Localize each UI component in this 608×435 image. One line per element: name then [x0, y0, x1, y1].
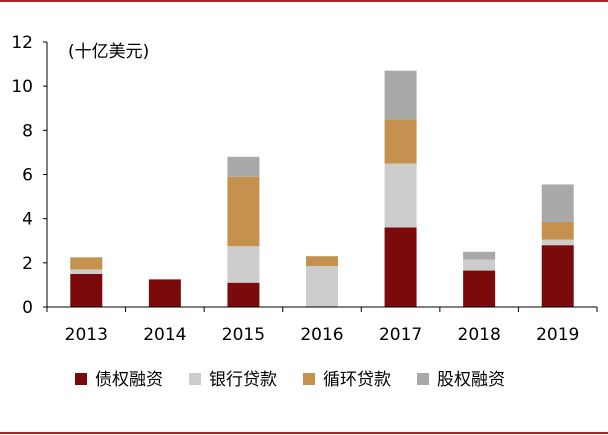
bar-segment	[541, 239, 574, 246]
legend-swatch	[189, 373, 201, 385]
legend-label: 循环贷款	[323, 370, 391, 390]
bottom-frame-rule	[0, 432, 608, 434]
bar-segment	[463, 270, 496, 307]
bar-segment	[541, 184, 574, 222]
legend-label: 银行贷款	[209, 370, 277, 390]
bar-segment	[70, 269, 103, 274]
x-tick-label: 2018	[458, 325, 501, 345]
legend-swatch	[303, 373, 315, 385]
bar-segment	[306, 266, 338, 307]
legend-label: 债权融资	[95, 370, 163, 390]
bar-segment	[384, 119, 417, 164]
y-tick-label: 10	[11, 77, 33, 97]
bar-segment	[227, 282, 260, 307]
y-tick-label: 2	[22, 254, 33, 274]
bar-segment	[306, 256, 338, 267]
bar-segment	[70, 273, 103, 307]
bar-segment	[148, 279, 181, 307]
y-tick-label: 4	[22, 210, 33, 230]
legend-label: 股权融资	[437, 370, 505, 390]
bar-segment	[463, 259, 496, 271]
x-tick-label: 2013	[65, 325, 108, 345]
legend-swatch	[75, 373, 87, 385]
bar-segment	[227, 156, 260, 177]
x-tick-label: 2019	[536, 325, 579, 345]
legend-swatch	[417, 373, 429, 385]
y-tick-label: 8	[22, 121, 33, 141]
bar-segment	[384, 163, 417, 228]
x-tick-label: 2014	[143, 325, 186, 345]
y-tick-label: 12	[11, 33, 33, 53]
bar-segment	[384, 70, 417, 120]
x-tick-label: 2016	[300, 325, 343, 345]
bar-segment	[541, 245, 574, 307]
bar-segment	[70, 257, 103, 270]
bar-segment	[463, 251, 496, 260]
y-tick-label: 6	[22, 166, 33, 186]
top-frame-rule	[0, 0, 608, 2]
x-tick-label: 2015	[222, 325, 265, 345]
y-tick-label: 0	[22, 298, 33, 318]
unit-label: (十亿美元)	[68, 42, 149, 62]
bar-segment	[384, 227, 417, 307]
x-tick-label: 2017	[379, 325, 422, 345]
bar-segment	[227, 176, 260, 247]
bar-segment	[541, 221, 574, 240]
bar-segment	[227, 246, 260, 283]
